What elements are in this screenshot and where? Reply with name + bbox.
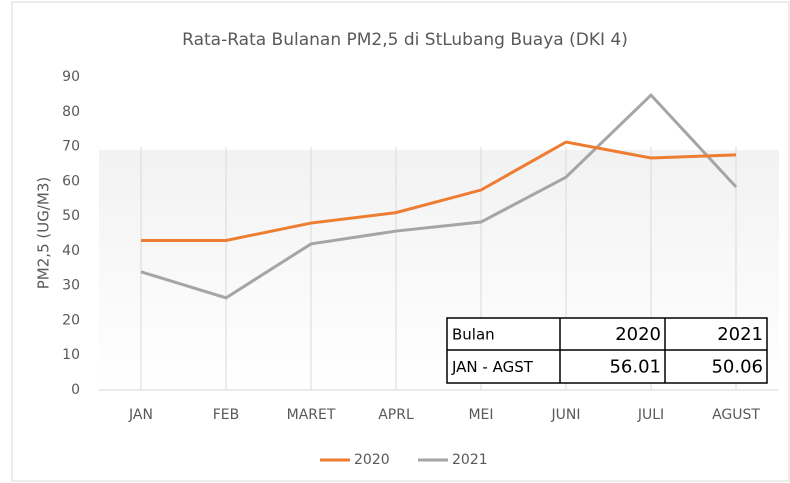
y-tick-label: 20 bbox=[62, 312, 80, 328]
line-series bbox=[141, 140, 737, 242]
table-cell: 2021 bbox=[717, 324, 763, 345]
y-tick-label: 70 bbox=[62, 139, 80, 155]
x-tick-label: AGUST bbox=[712, 407, 760, 423]
x-tick-label: JUNI bbox=[551, 407, 581, 423]
table-cell: Bulan bbox=[452, 326, 495, 344]
x-tick-label: FEB bbox=[213, 407, 240, 423]
y-tick-label: 10 bbox=[62, 347, 80, 363]
chart-title: Rata-Rata Bulanan PM2,5 di StLubang Buay… bbox=[182, 30, 628, 50]
y-tick-label: 0 bbox=[71, 382, 80, 398]
x-tick-label: APRL bbox=[378, 407, 414, 423]
table-cell: 56.01 bbox=[609, 357, 661, 378]
line-series bbox=[140, 92, 738, 300]
y-tick-label: 60 bbox=[62, 173, 80, 189]
y-tick-label: 90 bbox=[62, 69, 80, 85]
table-cell: 2020 bbox=[615, 324, 661, 345]
y-tick-label: 40 bbox=[62, 243, 80, 259]
y-tick-label: 50 bbox=[62, 208, 80, 224]
x-tick-label: JAN bbox=[128, 407, 153, 423]
y-tick-label: 80 bbox=[62, 104, 80, 120]
legend-label: 2021 bbox=[452, 452, 488, 468]
y-tick-label: 30 bbox=[62, 278, 80, 294]
x-tick-label: JULI bbox=[637, 407, 664, 423]
y-axis-label: PM2,5 (UG/M3) bbox=[35, 177, 53, 289]
table-cell: JAN - AGST bbox=[451, 358, 534, 376]
x-tick-label: MARET bbox=[287, 407, 336, 423]
table-cell: 50.06 bbox=[711, 357, 763, 378]
x-tick-label: MEI bbox=[468, 407, 493, 423]
legend-label: 2020 bbox=[354, 452, 390, 468]
